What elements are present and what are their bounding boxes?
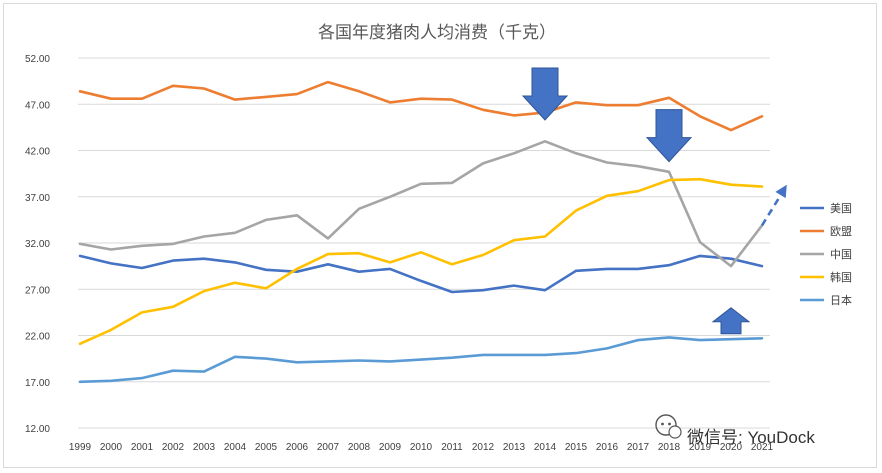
y-tick-label: 12.00 [25, 424, 50, 435]
x-tick-label: 2001 [131, 442, 154, 453]
series-line-1 [78, 80, 764, 132]
y-tick-label: 37.00 [25, 193, 50, 204]
arrow-up-marker-2 [711, 307, 751, 335]
series-lines [78, 80, 764, 384]
x-tick-label: 2013 [503, 442, 526, 453]
dashed-trend-line [760, 191, 784, 227]
wechat-icon [655, 414, 682, 439]
x-tick-label: 2010 [410, 442, 433, 453]
x-tick-label: 1999 [69, 442, 92, 453]
gridlines [78, 57, 770, 429]
x-tick-label: 2018 [658, 442, 681, 453]
x-tick-label: 2016 [596, 442, 619, 453]
line-chart: 各国年度猪肉人均消费（千克） 12.00 17.00 22.00 27.00 32.00… [25, 23, 852, 453]
x-tick-label: 2002 [162, 442, 185, 453]
x-tick-label: 2012 [472, 442, 495, 453]
series-line-2 [78, 140, 764, 268]
y-tick-label: 17.00 [25, 378, 50, 389]
legend-label: 中国 [830, 248, 852, 261]
series-line-4 [78, 336, 764, 384]
watermark: 微信号: YouDock [655, 414, 815, 447]
x-tick-label: 2020 [720, 442, 743, 453]
y-tick-label: 22.00 [25, 332, 50, 343]
watermark-text: 微信号: YouDock [687, 428, 815, 447]
x-tick-label: 2004 [224, 442, 247, 453]
x-tick-label: 2015 [565, 442, 588, 453]
x-tick-label: 2019 [689, 442, 712, 453]
chart-title: 各国年度猪肉人均消费（千克） [318, 23, 556, 43]
series-line-0 [78, 254, 764, 294]
x-tick-label: 2009 [379, 442, 402, 453]
x-tick-label: 2021 [751, 442, 774, 453]
series-line-3 [78, 177, 764, 346]
x-tick-label: 2011 [441, 442, 463, 453]
legend-label: 日本 [830, 293, 852, 307]
legend-label: 韩国 [830, 270, 852, 284]
y-tick-label: 32.00 [25, 239, 50, 250]
x-tick-label: 2006 [286, 442, 309, 453]
x-tick-label: 2014 [534, 442, 557, 453]
legend-label: 欧盟 [830, 225, 852, 238]
y-tick-label: 47.00 [25, 100, 50, 111]
chart-frame: 各国年度猪肉人均消费（千克） 12.00 17.00 22.00 27.00 32.00… [3, 3, 877, 468]
arrow-down-marker-0 [521, 67, 569, 121]
annotations [521, 67, 787, 335]
y-tick-label: 27.00 [25, 285, 50, 296]
x-tick-label: 2007 [317, 442, 340, 453]
y-tick-label: 42.00 [25, 147, 50, 158]
x-axis-ticks: 1999 2000 2001 2002 2003 2004 2005 2006 2007 2008… [69, 442, 774, 453]
y-axis-ticks: 12.00 17.00 22.00 27.00 32.00 37.00 42.00 47.00… [25, 54, 50, 435]
x-tick-label: 2000 [100, 442, 123, 453]
x-tick-label: 2003 [193, 442, 216, 453]
legend-label: 美国 [830, 202, 852, 215]
trend-arrowhead [775, 184, 787, 199]
x-tick-label: 2005 [255, 442, 278, 453]
x-tick-label: 2017 [627, 442, 650, 453]
arrow-down-marker-1 [645, 109, 693, 163]
x-tick-label: 2008 [348, 442, 371, 453]
y-tick-label: 52.00 [25, 54, 50, 65]
